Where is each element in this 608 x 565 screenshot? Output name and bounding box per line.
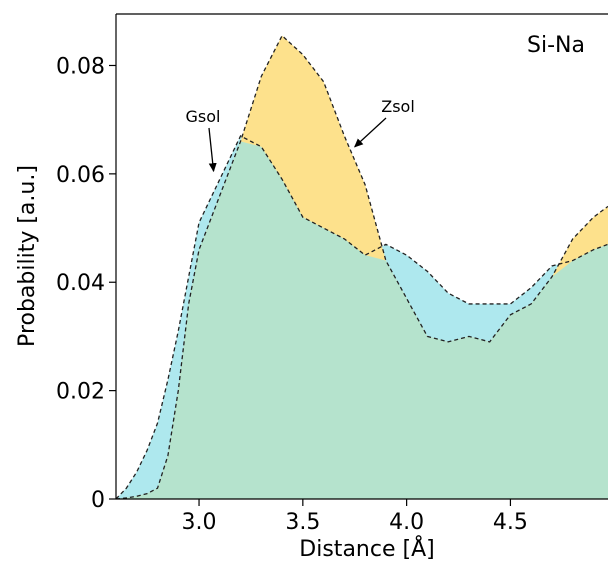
x-tick-label: 4.5	[493, 510, 528, 535]
line-gsol	[116, 135, 608, 499]
x-axis-label: Distance [Å]	[299, 535, 434, 560]
y-axis-label: Probability [a.u.]	[15, 165, 40, 347]
line-zsol	[116, 34, 608, 499]
annotation-label: Gsol	[186, 107, 221, 126]
area-overlap	[116, 141, 608, 499]
x-tick-label: 3.5	[285, 510, 320, 535]
y-tick-label: 0	[91, 488, 105, 513]
annotation-label: Zsol	[381, 97, 415, 116]
x-tick-label: 3.0	[182, 510, 217, 535]
y-tick-label: 0.08	[56, 54, 105, 79]
x-tick-label: 4.0	[389, 510, 424, 535]
annotation-arrow	[353, 117, 387, 148]
annotation-arrow	[208, 127, 217, 173]
y-tick-label: 0.02	[56, 380, 105, 405]
panel-label: Si-Na	[527, 33, 585, 58]
y-tick-label: 0.04	[56, 271, 105, 296]
y-tick-label: 0.06	[56, 163, 105, 188]
